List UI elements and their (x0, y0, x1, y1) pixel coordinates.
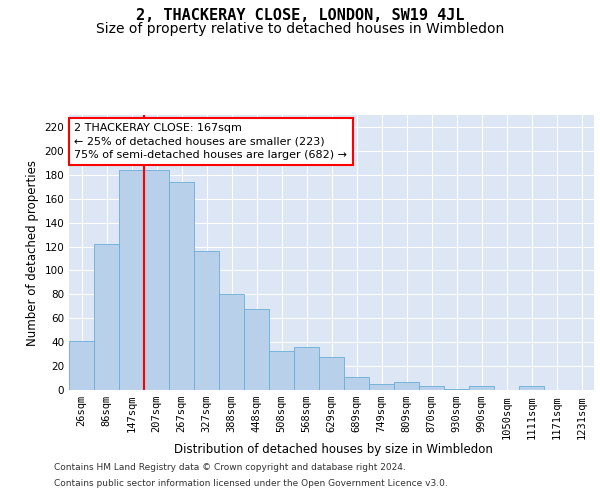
Text: Size of property relative to detached houses in Wimbledon: Size of property relative to detached ho… (96, 22, 504, 36)
Bar (444, 389, 469, 390)
Text: 2 THACKERAY CLOSE: 167sqm
← 25% of detached houses are smaller (223)
75% of semi: 2 THACKERAY CLOSE: 167sqm ← 25% of detac… (74, 123, 347, 160)
Bar (119, 170, 144, 390)
Bar (219, 294, 244, 390)
Bar (69, 341, 94, 390)
Bar (244, 308, 269, 390)
Text: Contains public sector information licensed under the Open Government Licence v3: Contains public sector information licen… (54, 478, 448, 488)
Bar (94, 244, 119, 390)
Bar (319, 356, 344, 390)
Bar (269, 350, 294, 390)
Bar (469, 386, 494, 390)
Bar (144, 170, 169, 390)
Y-axis label: Number of detached properties: Number of detached properties (26, 160, 39, 346)
Bar (294, 347, 319, 390)
Bar (169, 182, 194, 390)
Bar (519, 386, 544, 390)
Text: Contains HM Land Registry data © Crown copyright and database right 2024.: Contains HM Land Registry data © Crown c… (54, 464, 406, 472)
Bar (194, 252, 219, 390)
Text: 2, THACKERAY CLOSE, LONDON, SW19 4JL: 2, THACKERAY CLOSE, LONDON, SW19 4JL (136, 8, 464, 22)
Bar (419, 386, 444, 390)
Text: Distribution of detached houses by size in Wimbledon: Distribution of detached houses by size … (173, 442, 493, 456)
Bar (394, 382, 419, 390)
Bar (344, 377, 369, 390)
Bar (369, 384, 394, 390)
